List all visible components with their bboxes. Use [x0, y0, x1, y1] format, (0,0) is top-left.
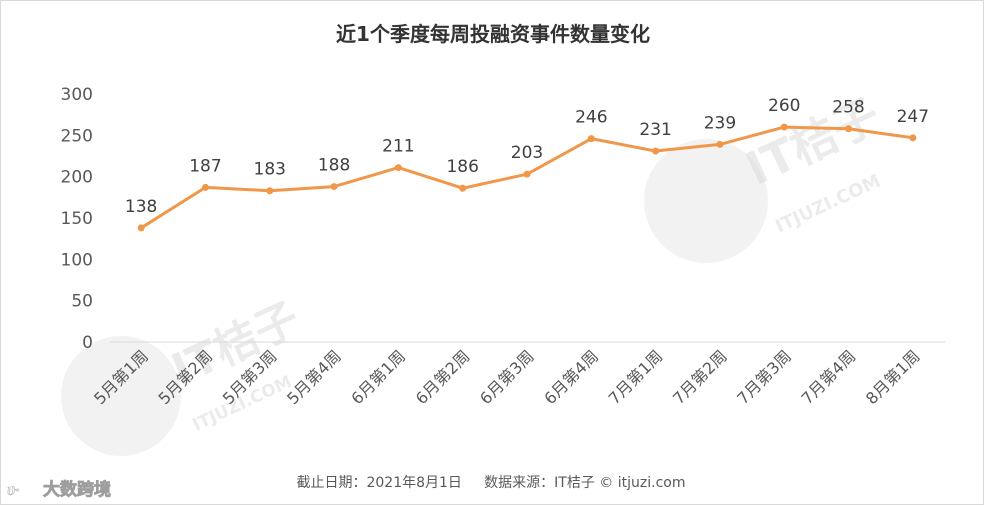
data-point — [459, 184, 467, 192]
y-tick-label: 0 — [82, 333, 93, 353]
data-label: 186 — [446, 157, 478, 177]
x-tick-label: 7月第2周 — [669, 346, 731, 408]
footer-source: 截止日期：2021年8月1日 数据来源：IT桔子 © itjuzi.com — [296, 475, 685, 491]
data-points — [137, 123, 917, 232]
y-axis-ticks: 0 50 100 150 200 250 300 — [61, 85, 93, 353]
data-label: 211 — [382, 137, 414, 157]
x-tick-label: 7月第3周 — [733, 346, 795, 408]
data-point — [716, 140, 724, 148]
data-point — [201, 183, 209, 191]
x-tick-label: 7月第1周 — [605, 346, 667, 408]
data-point — [330, 183, 338, 191]
data-label: 258 — [832, 98, 864, 118]
x-tick-label: 6月第4周 — [540, 346, 602, 408]
data-labels: 138 187 183 188 211 186 203 246 231 239 260 258 247 — [125, 96, 929, 217]
x-tick-label: 7月第4周 — [798, 346, 860, 408]
x-tick-label: 5月第4周 — [283, 346, 345, 408]
orange-slice-icon — [61, 336, 181, 456]
data-point — [394, 164, 402, 172]
data-label: 260 — [768, 96, 800, 116]
data-label: 138 — [125, 197, 157, 217]
x-tick-label: 6月第3周 — [476, 346, 538, 408]
y-tick-label: 300 — [61, 85, 93, 105]
data-point — [266, 187, 274, 195]
y-tick-label: 50 — [71, 292, 93, 312]
data-label: 188 — [318, 156, 350, 176]
y-tick-label: 150 — [61, 209, 93, 229]
data-point — [845, 125, 853, 133]
data-point — [909, 134, 917, 142]
data-label: 187 — [189, 156, 221, 176]
data-point — [137, 224, 145, 232]
data-point — [780, 123, 788, 131]
data-label: 203 — [511, 143, 543, 163]
speech-bubble-icon: ሁ — [7, 480, 19, 499]
data-point — [652, 147, 660, 155]
y-tick-label: 250 — [61, 126, 93, 146]
data-label: 239 — [704, 113, 736, 133]
chart-title: 近1个季度每周投融资事件数量变化 — [336, 22, 650, 46]
y-tick-label: 200 — [61, 168, 93, 188]
x-tick-label: 6月第1周 — [347, 346, 409, 408]
data-label: 231 — [639, 120, 671, 140]
orange-slice-icon — [644, 139, 768, 263]
data-label: 246 — [575, 108, 607, 128]
data-point — [587, 135, 595, 143]
data-point — [523, 170, 531, 178]
x-tick-label: 6月第2周 — [412, 346, 474, 408]
x-tick-label: 8月第1周 — [862, 346, 924, 408]
corner-logo: ሁ 大数跨境 — [7, 479, 112, 501]
data-label: 183 — [254, 160, 286, 180]
corner-logo-text: 大数跨境 — [43, 479, 111, 500]
y-tick-label: 100 — [61, 250, 93, 270]
data-label: 247 — [897, 107, 929, 127]
